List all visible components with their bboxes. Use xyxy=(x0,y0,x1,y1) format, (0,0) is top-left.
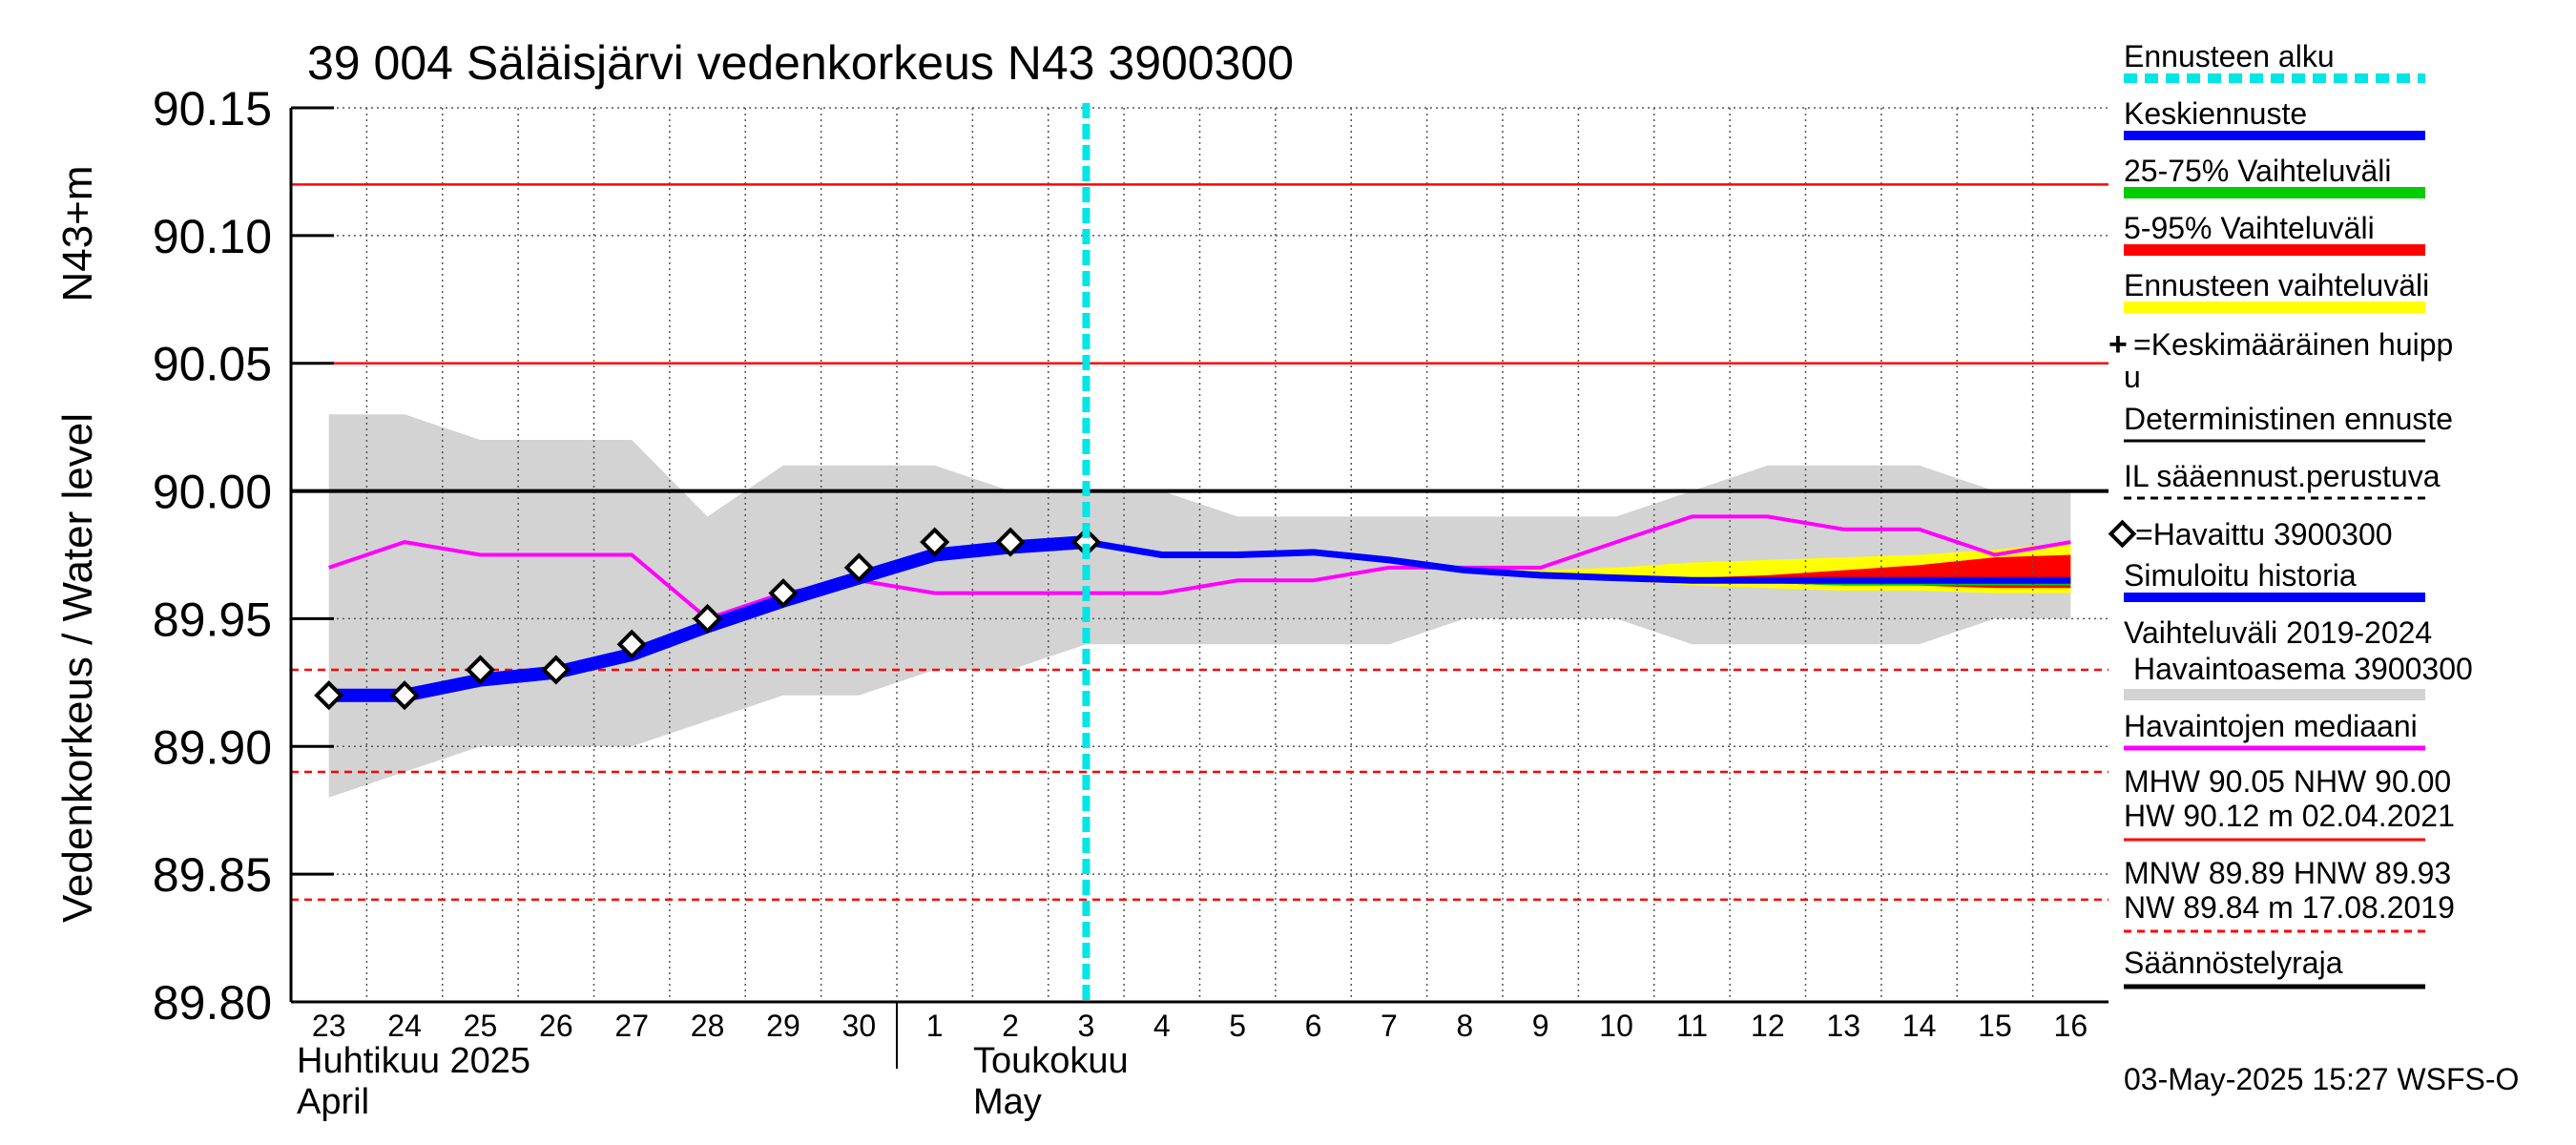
observed-point xyxy=(693,603,723,634)
observed-point xyxy=(465,655,495,685)
x-tick-label: 8 xyxy=(1456,1009,1473,1043)
month-label-fi: Huhtikuu 2025 xyxy=(297,1041,530,1081)
x-tick-label: 14 xyxy=(1902,1009,1937,1043)
axes: 90.15 90.10 90.05 90.00 89.95 89.90 89.85 89.80… xyxy=(153,82,2109,1122)
x-tick-label: 23 xyxy=(312,1009,346,1043)
x-tick-label: 25 xyxy=(464,1009,498,1043)
plot-area xyxy=(291,103,2109,1003)
median-line xyxy=(328,514,2071,621)
x-tick-label: 12 xyxy=(1751,1009,1785,1043)
x-tick-label: 10 xyxy=(1599,1009,1633,1043)
observed-point xyxy=(389,680,420,711)
legend-label-observed: =Havaittu 3900300 xyxy=(2135,517,2393,552)
legend-stats-mhw: MHW 90.05 NHW 90.00 xyxy=(2124,764,2451,799)
x-tick-label: 27 xyxy=(614,1009,649,1043)
observed-point xyxy=(843,552,874,583)
legend-stats-nw: NW 89.84 m 17.08.2019 xyxy=(2124,890,2455,925)
legend-stats-hw: HW 90.12 m 02.04.2021 xyxy=(2124,799,2455,833)
observed-point xyxy=(768,578,799,609)
x-tick-label: 15 xyxy=(1978,1009,2012,1043)
legend-stats-mnw: MNW 89.89 HNW 89.93 xyxy=(2124,856,2451,890)
legend-plus-icon: + xyxy=(2109,326,2128,363)
month-label-en: May xyxy=(973,1082,1042,1122)
legend-label-station: Havaintoasema 3900300 xyxy=(2133,652,2473,686)
x-tick-label: 26 xyxy=(539,1009,573,1043)
x-tick-label: 28 xyxy=(691,1009,725,1043)
legend-label-variation-years: Vaihteluväli 2019-2024 xyxy=(2124,615,2432,650)
y-tick-label: 90.15 xyxy=(153,82,272,135)
month-label-en: April xyxy=(297,1082,369,1122)
legend: Ennusteen alku Keskiennuste 25-75% Vaiht… xyxy=(2108,39,2473,989)
legend-label-simulated: Simuloitu historia xyxy=(2124,558,2357,593)
legend-label-forecast-start: Ennusteen alku xyxy=(2124,39,2335,73)
x-tick-label: 6 xyxy=(1305,1009,1322,1043)
x-tick-label: 4 xyxy=(1153,1009,1171,1043)
timestamp: 03-May-2025 15:27 WSFS-O xyxy=(2124,1062,2519,1096)
legend-label-median: Havaintojen mediaani xyxy=(2124,709,2418,743)
observed-point xyxy=(995,527,1026,557)
x-tick-label: 11 xyxy=(1676,1009,1708,1043)
legend-label-deterministic: Deterministinen ennuste xyxy=(2124,402,2453,436)
observed-point xyxy=(1070,527,1101,557)
legend-label-range-25-75: 25-75% Vaihteluväli xyxy=(2124,154,2391,188)
legend-label-regulation-limit: Säännöstelyraja xyxy=(2124,946,2343,980)
y-axis-label: Vedenkorkeus / Water level xyxy=(54,413,101,923)
y-tick-label: 90.05 xyxy=(153,338,272,391)
x-tick-label: 29 xyxy=(766,1009,800,1043)
observed-point xyxy=(541,655,571,685)
x-tick-label: 16 xyxy=(2054,1009,2088,1043)
x-tick-label: 24 xyxy=(387,1009,422,1043)
y-tick-label: 89.80 xyxy=(153,976,272,1030)
y-tick-label: 90.00 xyxy=(153,466,272,519)
x-tick-label: 30 xyxy=(842,1009,877,1043)
x-tick-label: 13 xyxy=(1826,1009,1860,1043)
x-tick-label: 5 xyxy=(1229,1009,1246,1043)
legend-label-weather-forecast: IL sääennust.perustuva xyxy=(2124,459,2441,493)
x-tick-label: 9 xyxy=(1532,1009,1549,1043)
observed-point xyxy=(920,527,950,557)
chart-title: 39 004 Säläisjärvi vedenkorkeus N43 3900… xyxy=(307,36,1294,90)
y-tick-label: 89.90 xyxy=(153,720,272,774)
legend-label-forecast-range: Ennusteen vaihteluväli xyxy=(2124,268,2429,302)
y-tick-label: 89.85 xyxy=(153,848,272,902)
legend-label-range-5-95: 5-95% Vaihteluväli xyxy=(2124,211,2375,245)
x-tick-label: 3 xyxy=(1078,1009,1095,1043)
legend-label-mean-peak-cont: u xyxy=(2124,360,2141,394)
mean-forecast-line xyxy=(1085,538,2071,584)
x-tick-label: 7 xyxy=(1381,1009,1398,1043)
y-tick-label: 89.95 xyxy=(153,593,272,646)
y-axis-unit-label: N43+m xyxy=(54,165,101,302)
y-tick-label: 90.10 xyxy=(153,210,272,263)
observed-point xyxy=(616,629,647,659)
x-tick-label: 1 xyxy=(926,1009,944,1043)
legend-label-mean-forecast: Keskiennuste xyxy=(2124,96,2307,131)
month-label-fi: Toukokuu xyxy=(973,1041,1129,1081)
x-tick-label: 2 xyxy=(1002,1009,1019,1043)
legend-diamond-icon xyxy=(2108,519,2137,549)
observed-point xyxy=(314,680,344,711)
legend-label-mean-peak: =Keskimääräinen huipp xyxy=(2133,327,2453,362)
